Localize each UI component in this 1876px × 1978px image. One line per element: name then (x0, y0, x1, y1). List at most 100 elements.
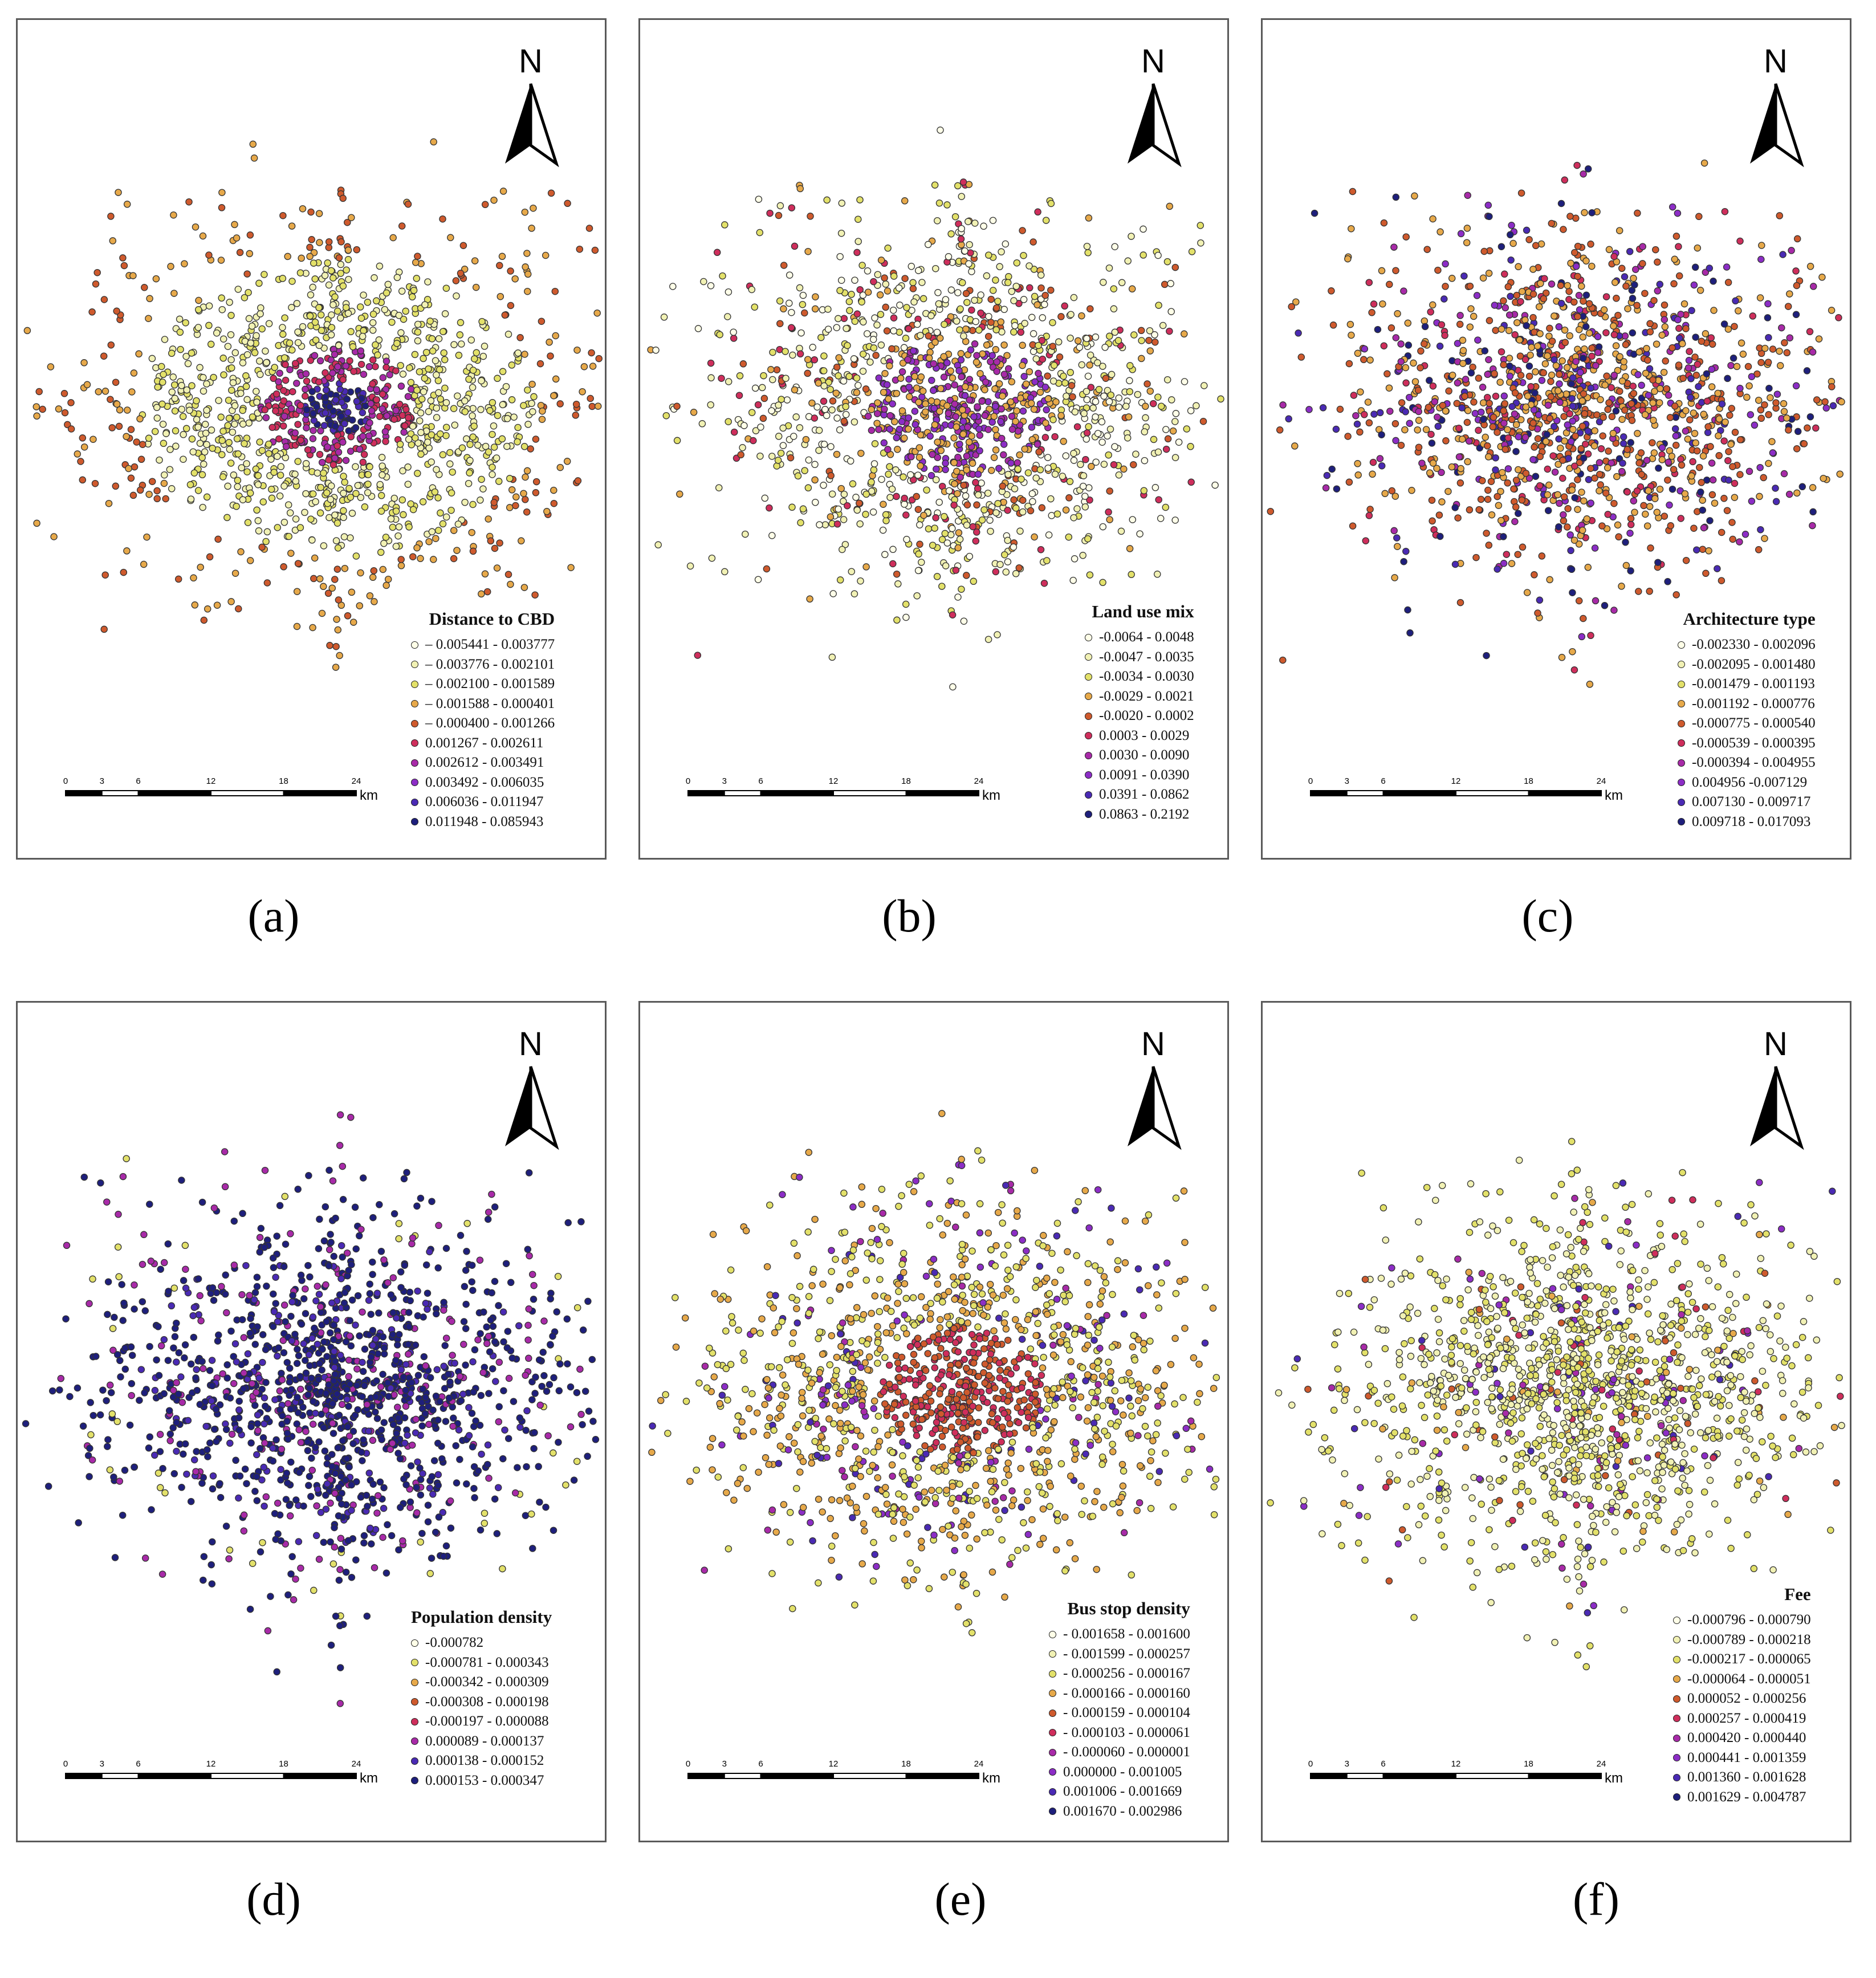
map-point (550, 499, 558, 507)
map-point (427, 397, 435, 405)
map-point (945, 487, 953, 495)
map-point (1588, 209, 1596, 217)
map-point (1599, 432, 1606, 439)
map-point (227, 356, 235, 364)
map-point (952, 567, 960, 574)
point-layer (647, 127, 1224, 691)
map-point (1581, 209, 1588, 217)
map-point (92, 280, 100, 288)
map-point (1376, 455, 1384, 462)
map-point (348, 1573, 356, 1581)
map-point (1525, 372, 1533, 380)
map-point (905, 414, 913, 422)
map-point (1707, 334, 1715, 341)
map-point (246, 557, 254, 564)
map-point (1610, 322, 1617, 330)
map-point (823, 196, 831, 204)
map-point (307, 356, 315, 364)
map-point (1130, 331, 1138, 339)
map-point (1727, 361, 1735, 369)
map-point (1677, 311, 1684, 318)
map-point (1491, 370, 1498, 377)
map-point (1044, 372, 1051, 380)
map-point (379, 390, 386, 398)
map-point (1492, 392, 1500, 400)
map-point (1376, 409, 1384, 417)
map-point (835, 354, 843, 361)
map-point (1149, 400, 1157, 408)
map-point (1556, 380, 1563, 388)
map-point (77, 458, 84, 465)
map-point (1429, 382, 1437, 390)
map-point (1067, 311, 1075, 318)
map-point (1467, 369, 1475, 377)
map-point (1627, 521, 1635, 528)
map-point (288, 304, 295, 311)
map-point (1569, 402, 1577, 410)
map-point (1578, 489, 1585, 496)
map-point (320, 1539, 328, 1546)
map-point (786, 299, 793, 307)
legend-item: -0.0034 - 0.0030 (1085, 667, 1194, 687)
map-point (316, 575, 324, 583)
map-point (1361, 411, 1368, 418)
map-point (791, 242, 799, 250)
map-point (39, 405, 46, 413)
map-point (1036, 466, 1044, 474)
map-point (815, 379, 823, 387)
map-point (858, 298, 865, 306)
map-point (1569, 589, 1576, 596)
map-point (966, 552, 974, 560)
map-point (1584, 450, 1592, 458)
map-point (200, 616, 208, 624)
map-point (345, 275, 352, 283)
legend-label: 0.0091 - 0.0390 (1099, 767, 1190, 783)
map-point (893, 570, 901, 578)
north-arrow-icon: N (499, 43, 562, 188)
map-point (528, 225, 535, 232)
map-point (239, 1210, 246, 1218)
map-point (1581, 410, 1589, 418)
map-point (953, 467, 961, 475)
map-point (279, 324, 286, 331)
map-point (1507, 231, 1514, 239)
map-point (213, 601, 221, 609)
map-point (1391, 420, 1399, 428)
map-point (141, 1554, 149, 1562)
map-point (1587, 241, 1594, 248)
map-point (306, 312, 314, 320)
map-point (1031, 292, 1039, 300)
map-point (100, 625, 108, 633)
map-point (316, 509, 324, 517)
map-point (1680, 300, 1688, 308)
map-point (1575, 597, 1583, 605)
map-point (1565, 287, 1573, 295)
map-point (930, 360, 938, 368)
map-point (1687, 375, 1695, 382)
scale-segment (723, 790, 762, 796)
map-point (376, 481, 384, 489)
map-point (1806, 328, 1814, 336)
map-point (1757, 406, 1765, 414)
map-point (288, 278, 296, 285)
map-point (289, 388, 296, 396)
map-point (1062, 452, 1070, 459)
map-point (1557, 200, 1565, 207)
map-point (1479, 274, 1487, 282)
map-point (1531, 571, 1538, 579)
map-point (957, 235, 965, 243)
map-point (1559, 474, 1566, 482)
map-point (196, 364, 204, 372)
map-point (868, 478, 875, 486)
map-point (337, 261, 345, 268)
map-point (588, 402, 596, 410)
map-point (1708, 340, 1716, 348)
map-point (1414, 426, 1421, 434)
map-point (409, 553, 417, 560)
map-point (373, 297, 380, 305)
map-point (1083, 335, 1090, 343)
map-point (1736, 436, 1744, 443)
map-point (882, 517, 890, 524)
map-point (1070, 457, 1078, 464)
